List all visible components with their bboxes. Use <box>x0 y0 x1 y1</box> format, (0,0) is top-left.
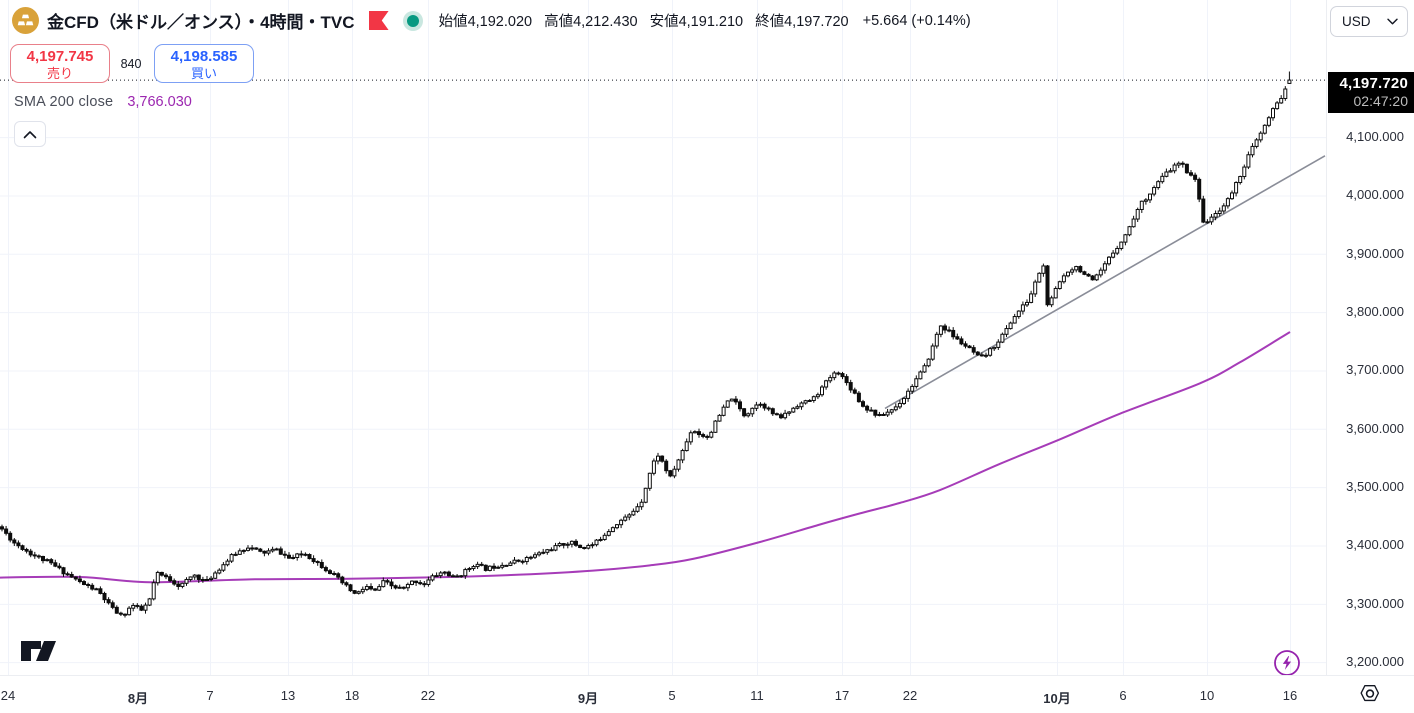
bar-countdown: 02:47:20 <box>1353 93 1409 110</box>
price-axis-label: 3,300.000 <box>1346 595 1404 611</box>
price-axis-label: 3,800.000 <box>1346 304 1404 320</box>
time-axis-label: 10 <box>1199 688 1215 703</box>
time-axis-label: 17 <box>834 688 850 703</box>
sell-button[interactable]: 4,197.745 売り <box>10 44 110 83</box>
buy-price: 4,198.585 <box>170 48 238 65</box>
ohlc-values: 始値4,192.020 高値4,212.430 安値4,191.210 終値4,… <box>439 10 971 31</box>
symbol-title[interactable]: 金CFD（米ドル／オンス）・4時間・TVC <box>47 13 355 32</box>
price-change: +5.664 (+0.14%) <box>862 12 971 29</box>
ohlc-low: 安値4,191.210 <box>649 14 744 30</box>
price-axis-label: 3,600.000 <box>1346 420 1404 436</box>
ohlc-open: 始値4,192.020 <box>438 14 533 30</box>
chevron-down-icon <box>1387 18 1398 25</box>
currency-value: USD <box>1342 14 1371 29</box>
price-axis-label: 4,100.000 <box>1346 129 1404 145</box>
time-axis-label: 22 <box>420 688 436 703</box>
indicator-row[interactable]: SMA 200 close 3,766.030 <box>14 94 192 110</box>
spread-value: 840 <box>120 56 142 71</box>
sell-label: 売り <box>46 66 73 81</box>
gold-symbol-logo-icon <box>12 7 39 34</box>
time-axis-label: 18 <box>344 688 360 703</box>
chart-pane[interactable]: 金CFD（米ドル／オンス）・4時間・TVC 始値4,192.020 高値4,21… <box>0 0 1326 677</box>
market-open-status-icon[interactable] <box>402 10 423 31</box>
collapse-legend-button[interactable] <box>14 121 46 147</box>
time-axis-label: 9月 <box>577 691 599 706</box>
buy-label: 買い <box>190 66 217 81</box>
time-axis-label: 16 <box>1282 688 1298 703</box>
sma-indicator-value: 3,766.030 <box>127 94 192 110</box>
flag-bookmark-icon[interactable] <box>368 11 389 30</box>
lightning-icon <box>1274 650 1300 676</box>
time-axis-label: 24 <box>0 688 16 703</box>
price-axis[interactable]: 4,197.720 02:47:20 4,100.000 4,000.000 3,9… <box>1326 0 1414 675</box>
buy-button[interactable]: 4,198.585 買い <box>154 44 254 83</box>
current-price-tag: 4,197.720 02:47:20 <box>1328 72 1414 114</box>
current-price-value: 4,197.720 <box>1339 75 1408 93</box>
candlestick-chart[interactable] <box>0 0 1326 675</box>
tradingview-logo[interactable] <box>20 640 60 667</box>
price-axis-label: 3,200.000 <box>1346 654 1404 670</box>
price-axis-label: 3,700.000 <box>1346 362 1404 378</box>
price-axis-label: 3,500.000 <box>1346 479 1404 495</box>
ohlc-close: 終値4,197.720 <box>755 14 849 30</box>
sma-indicator-name: SMA 200 close <box>14 94 114 110</box>
time-axis-label: 8月 <box>127 691 149 706</box>
price-axis-label: 3,400.000 <box>1346 537 1404 553</box>
time-axis-label: 11 <box>750 688 764 703</box>
ohlc-high: 高値4,212.430 <box>544 14 638 30</box>
symbol-header-row: 金CFD（米ドル／オンス）・4時間・TVC 始値4,192.020 高値4,21… <box>12 7 971 34</box>
time-axis[interactable]: 24 8月 7 13 18 22 9月 5 11 17 22 10月 6 10 16 <box>0 675 1414 713</box>
price-axis-label: 4,000.000 <box>1346 187 1404 203</box>
time-axis-label: 22 <box>902 688 918 703</box>
chevron-up-icon <box>23 130 37 138</box>
trade-buttons-row: 4,197.745 売り 840 4,198.585 買い <box>10 44 254 83</box>
price-axis-label: 3,900.000 <box>1346 245 1404 261</box>
time-axis-label: 6 <box>1119 688 1127 703</box>
lightning-boost-button[interactable] <box>1273 649 1301 677</box>
time-axis-label: 5 <box>668 688 676 703</box>
sell-price: 4,197.745 <box>26 48 94 65</box>
time-axis-label: 13 <box>280 688 296 703</box>
axis-settings-gear-icon[interactable] <box>1356 681 1384 707</box>
time-axis-label: 10月 <box>1043 691 1071 706</box>
currency-selector[interactable]: USD <box>1330 6 1408 37</box>
time-axis-label: 7 <box>206 688 214 703</box>
